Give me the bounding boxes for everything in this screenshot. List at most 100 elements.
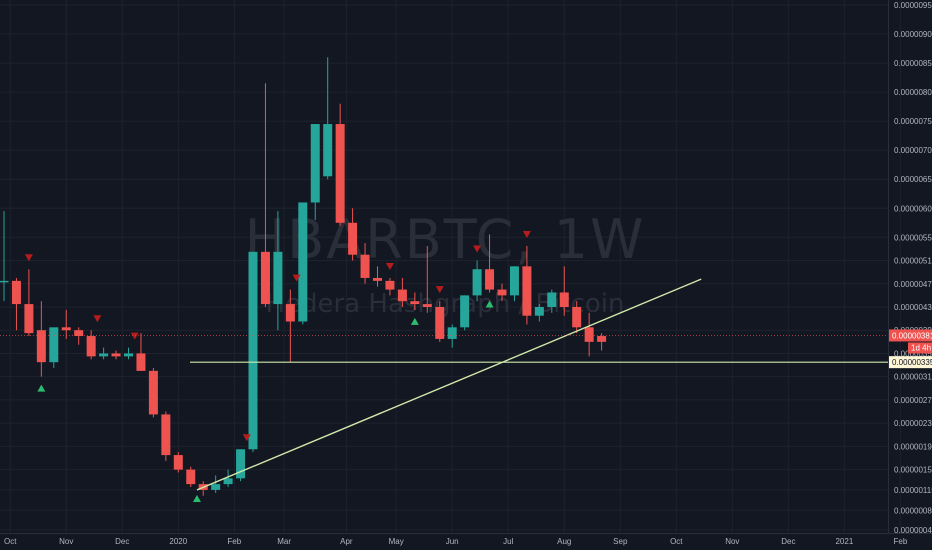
candle <box>273 211 283 331</box>
candle-body <box>49 327 59 363</box>
candle-body <box>11 280 21 305</box>
time-tick-label: Feb <box>894 537 908 546</box>
candle <box>86 330 96 360</box>
candle <box>111 350 121 360</box>
candle <box>572 301 582 334</box>
candle <box>509 266 519 302</box>
sell-signal-marker <box>292 274 301 282</box>
candle <box>360 243 370 284</box>
trendline[interactable] <box>196 278 702 491</box>
candle-body <box>223 478 233 485</box>
candle-body <box>310 124 320 203</box>
drawings[interactable] <box>190 278 888 491</box>
candle <box>136 333 146 371</box>
candle <box>49 327 59 368</box>
candle-body <box>260 251 270 305</box>
candle-body <box>211 484 221 490</box>
time-tick-label: Feb <box>227 537 241 546</box>
candle-body <box>236 449 246 479</box>
candle-body <box>186 469 196 485</box>
sell-signal-marker <box>522 231 531 239</box>
candle <box>522 246 532 325</box>
candle <box>211 475 221 493</box>
candle <box>173 452 183 473</box>
candle <box>223 469 233 488</box>
candle-body <box>173 455 183 470</box>
candle <box>447 324 457 348</box>
time-tick-label: Oct <box>670 537 683 546</box>
time-tick-label: May <box>389 537 404 546</box>
candle-body <box>547 292 557 307</box>
candle <box>385 277 395 296</box>
candle <box>397 277 407 307</box>
sell-signal-marker <box>93 315 102 323</box>
candle <box>422 246 432 313</box>
sell-signal-marker <box>242 434 251 442</box>
candle-body <box>99 353 109 357</box>
candle-body <box>373 277 382 281</box>
candle-body <box>447 327 457 339</box>
candle-body <box>124 353 133 357</box>
time-tick-label: Mar <box>277 537 291 546</box>
candle <box>74 327 84 345</box>
sell-signal-marker <box>130 332 139 340</box>
candle <box>11 277 21 331</box>
candle <box>323 57 333 180</box>
buy-signal-marker <box>410 317 419 325</box>
candle-body <box>397 289 407 302</box>
sell-signal-marker <box>24 254 33 262</box>
candle <box>373 266 382 287</box>
candle-body <box>0 280 9 283</box>
candle-body <box>509 266 519 296</box>
candle <box>24 269 34 337</box>
candle-body <box>74 330 84 337</box>
time-tick-label: Jul <box>503 537 513 546</box>
candle-body <box>422 304 432 307</box>
candle <box>36 301 46 377</box>
candle <box>559 266 569 316</box>
countdown-label: 1d 4h <box>911 343 931 352</box>
candle-body <box>298 202 308 322</box>
candle <box>435 301 445 342</box>
candle-body <box>485 269 495 290</box>
candle-body <box>572 306 582 328</box>
price-tags: 0.00000381 1d 4h 0.00000335 <box>0 329 932 369</box>
candle-body <box>522 266 532 316</box>
candle <box>161 411 171 461</box>
candles <box>0 57 607 496</box>
candle <box>236 449 246 482</box>
candle-body <box>460 295 470 328</box>
time-tick-label: 2021 <box>835 537 853 546</box>
candle <box>460 295 470 331</box>
time-tick-label: Nov <box>725 537 739 546</box>
candle-body <box>360 254 370 278</box>
candle-body <box>410 301 420 305</box>
candle-body <box>161 414 171 456</box>
candle <box>61 309 71 339</box>
price-tick-label: 0.00000115 <box>894 486 932 495</box>
candle-body <box>111 353 121 357</box>
candle-body <box>385 280 395 290</box>
time-tick-label: Nov <box>59 537 73 546</box>
time-tick-label: Dec <box>781 537 795 546</box>
candle-body <box>348 222 358 255</box>
support-price-tag <box>889 356 932 369</box>
buy-signal-marker <box>192 495 201 503</box>
candle <box>186 466 196 488</box>
time-tick-label: Aug <box>557 537 571 546</box>
candle <box>310 124 320 220</box>
countdown-tag <box>908 342 932 354</box>
time-axis[interactable]: Oct Nov Dec 2020 Feb Mar Apr May Jun Jul Aug Sep Oct… <box>4 537 908 546</box>
